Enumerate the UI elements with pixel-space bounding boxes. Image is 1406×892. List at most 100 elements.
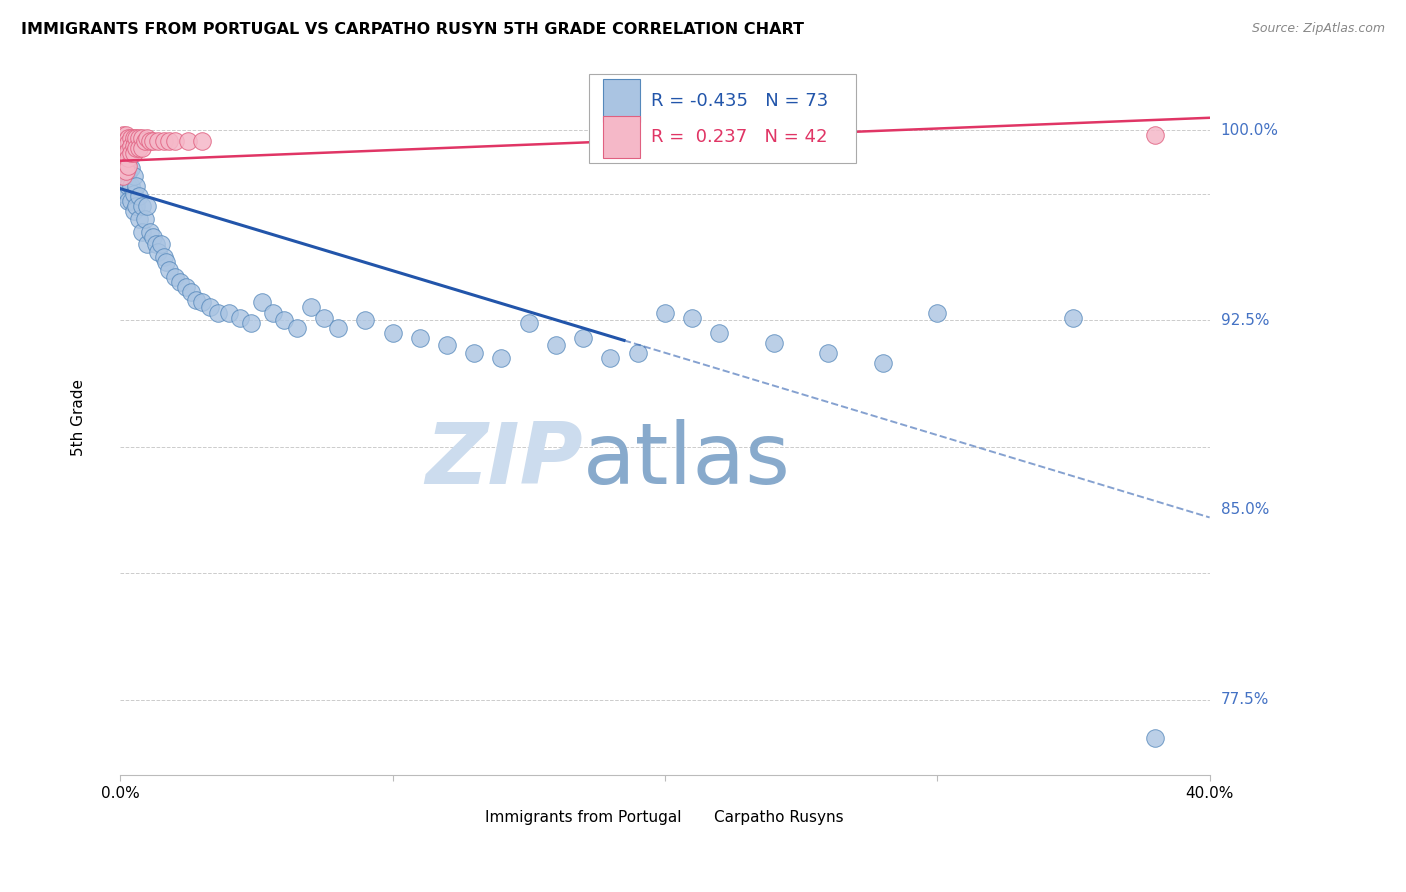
Text: R =  0.237   N = 42: R = 0.237 N = 42: [651, 128, 827, 145]
Point: [111, 138, 134, 153]
Point: [1144, 731, 1167, 745]
Text: Carpatho Rusyns: Carpatho Rusyns: [714, 810, 844, 825]
Point: [186, 293, 208, 307]
Point: [111, 149, 134, 163]
Point: [125, 141, 148, 155]
Point: [409, 331, 432, 345]
Point: [117, 159, 139, 173]
Point: [117, 144, 139, 158]
Point: [117, 131, 139, 145]
Point: [111, 134, 134, 148]
Point: [191, 295, 214, 310]
Point: [148, 134, 170, 148]
Point: [491, 351, 513, 365]
Point: [139, 225, 162, 239]
Point: [627, 346, 650, 360]
Point: [207, 305, 229, 319]
Text: 85.0%: 85.0%: [1220, 502, 1268, 517]
Point: [122, 204, 145, 219]
Point: [544, 338, 567, 352]
Point: [872, 356, 894, 370]
Point: [122, 146, 145, 161]
Point: [198, 301, 221, 315]
Text: Source: ZipAtlas.com: Source: ZipAtlas.com: [1251, 22, 1385, 36]
Point: [285, 320, 308, 334]
Point: [111, 161, 134, 176]
Point: [131, 199, 153, 213]
Point: [114, 184, 136, 198]
Point: [381, 326, 404, 340]
Text: 100.0%: 100.0%: [1220, 123, 1278, 138]
Point: [142, 134, 165, 148]
Point: [120, 131, 142, 145]
Point: [125, 199, 148, 213]
Point: [152, 134, 174, 148]
Point: [117, 194, 139, 209]
Point: [114, 164, 136, 178]
Point: [128, 141, 150, 155]
Point: [120, 161, 142, 176]
Point: [122, 131, 145, 145]
Point: [114, 141, 136, 155]
Point: [599, 351, 621, 365]
Text: ZIP: ZIP: [426, 419, 583, 502]
Point: [218, 305, 240, 319]
Point: [117, 179, 139, 194]
Text: atlas: atlas: [583, 419, 792, 502]
Point: [436, 338, 458, 352]
Point: [111, 144, 134, 158]
Point: [314, 310, 336, 325]
Text: 5th Grade: 5th Grade: [72, 379, 86, 456]
Point: [134, 211, 156, 226]
Point: [120, 146, 142, 161]
Point: [299, 301, 322, 315]
Point: [177, 134, 200, 148]
Point: [136, 131, 159, 145]
Point: [136, 199, 159, 213]
Point: [463, 346, 485, 360]
Point: [817, 346, 839, 360]
Point: [709, 326, 731, 340]
Point: [155, 255, 177, 269]
Point: [111, 161, 134, 176]
FancyBboxPatch shape: [589, 74, 855, 163]
Point: [131, 225, 153, 239]
Point: [120, 179, 142, 194]
Point: [762, 335, 785, 350]
Point: [111, 153, 134, 168]
Point: [152, 250, 174, 264]
Point: [139, 134, 162, 148]
Point: [117, 151, 139, 165]
Point: [163, 134, 186, 148]
Point: [174, 280, 197, 294]
Point: [1062, 310, 1084, 325]
Point: [111, 174, 134, 188]
Point: [163, 270, 186, 285]
Point: [122, 169, 145, 183]
Point: [114, 156, 136, 170]
Point: [111, 149, 134, 163]
Point: [120, 138, 142, 153]
FancyBboxPatch shape: [603, 79, 640, 121]
Point: [1144, 128, 1167, 143]
Point: [111, 128, 134, 143]
FancyBboxPatch shape: [444, 805, 479, 830]
Point: [128, 131, 150, 145]
Text: IMMIGRANTS FROM PORTUGAL VS CARPATHO RUSYN 5TH GRADE CORRELATION CHART: IMMIGRANTS FROM PORTUGAL VS CARPATHO RUS…: [21, 22, 804, 37]
Point: [229, 310, 252, 325]
Point: [117, 136, 139, 150]
Point: [114, 128, 136, 143]
Text: R = -0.435   N = 73: R = -0.435 N = 73: [651, 92, 828, 110]
FancyBboxPatch shape: [673, 805, 709, 830]
Point: [273, 313, 295, 327]
Point: [145, 237, 167, 252]
Point: [125, 179, 148, 194]
Text: 92.5%: 92.5%: [1220, 312, 1270, 327]
Point: [131, 141, 153, 155]
Point: [142, 229, 165, 244]
Point: [239, 316, 262, 330]
Point: [517, 316, 540, 330]
Point: [250, 295, 273, 310]
Point: [117, 153, 139, 168]
Point: [131, 131, 153, 145]
